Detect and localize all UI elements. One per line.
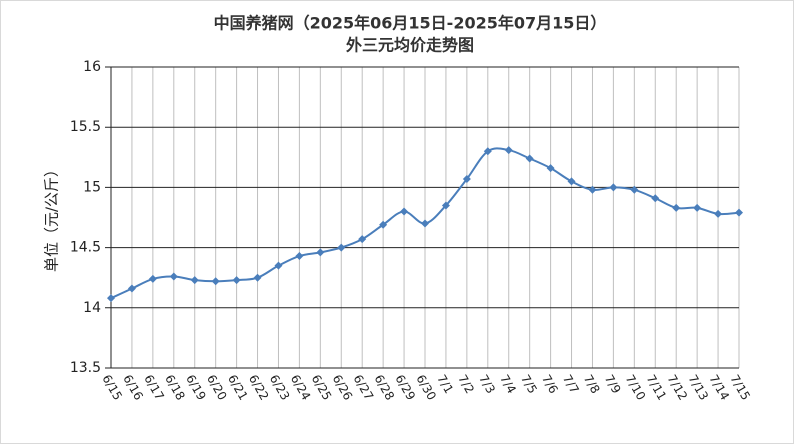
data-point (441, 201, 450, 210)
y-tick-label: 16 (83, 59, 101, 75)
y-axis-label: 单位（元/公斤） (43, 162, 61, 272)
data-point (358, 235, 367, 244)
data-point (421, 219, 429, 228)
data-point (735, 208, 743, 217)
data-point (274, 261, 283, 270)
data-point (316, 248, 325, 257)
data-point (483, 147, 492, 156)
chart-title: 中国养猪网（2025年06月15日-2025年07月15日） (214, 14, 607, 33)
data-point (400, 207, 409, 216)
data-point (148, 274, 157, 283)
y-tick-label: 13.5 (70, 360, 101, 376)
y-tick-label: 14 (83, 300, 101, 316)
data-point (588, 185, 597, 194)
data-point (295, 252, 304, 261)
data-point (253, 273, 262, 282)
data-point (525, 154, 534, 163)
data-point (714, 209, 723, 218)
data-point (504, 146, 513, 155)
data-point (672, 203, 681, 212)
data-point (630, 185, 639, 194)
data-point (190, 276, 199, 285)
data-point (693, 203, 702, 212)
y-tick-label: 15 (83, 179, 101, 195)
data-point (107, 294, 115, 303)
data-point (651, 194, 660, 203)
y-tick-label: 15.5 (70, 119, 101, 135)
data-point (567, 177, 576, 186)
chart-subtitle: 外三元均价走势图 (345, 36, 474, 55)
data-point (337, 243, 346, 252)
data-point (546, 164, 555, 173)
y-tick-label: 14.5 (70, 240, 101, 256)
data-point (127, 284, 136, 293)
data-point (232, 276, 241, 285)
data-point (609, 183, 618, 192)
data-point (462, 174, 471, 183)
data-point (169, 272, 178, 281)
data-point (379, 220, 388, 229)
data-point (211, 277, 220, 286)
